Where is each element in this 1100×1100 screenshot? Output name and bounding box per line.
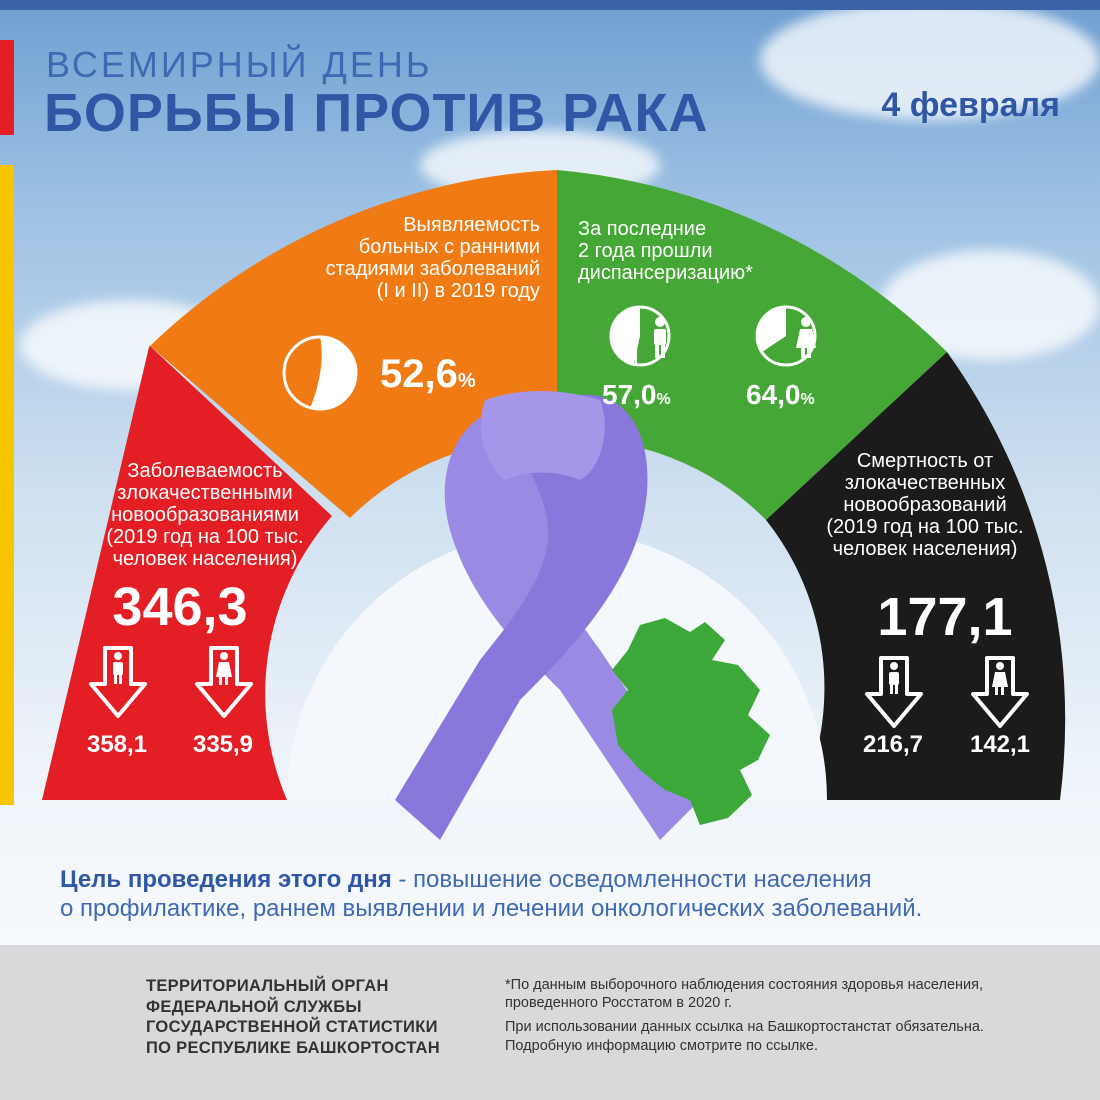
goal-rest: - повышение осведомленности населения [391, 866, 872, 893]
screening-text-line: За последние [578, 218, 707, 240]
detection-text-line: больных с ранними [358, 236, 540, 258]
organization-name: ТЕРРИТОРИАЛЬНЫЙ ОРГАН ФЕДЕРАЛЬНОЙ СЛУЖБЫ… [146, 976, 440, 1059]
bashkortostan-map-icon [612, 618, 770, 825]
goal-bold: Цель проведения этого дня [60, 866, 392, 893]
footer [0, 945, 1100, 1100]
screening-male-unit: % [656, 391, 671, 408]
cloud [760, 0, 1100, 120]
usage-note-line: Подробную информацию смотрите по ссылке. [505, 1037, 818, 1054]
detection-unit: % [457, 370, 476, 392]
mortality-description: Смертность от злокачественных новообразо… [790, 450, 1060, 560]
screening-segment [557, 170, 947, 520]
footnote-line: проведенного Росстатом в 2020 г. [505, 995, 732, 1012]
male-person-icon [889, 662, 899, 694]
incidence-text-line: Заболеваемость [127, 460, 283, 482]
incidence-text-line: человек населения) [112, 548, 298, 570]
screening-description: За последние 2 года прошли диспансеризац… [578, 218, 798, 284]
pie-icon [609, 305, 671, 367]
mortality-value: 177,1 [877, 587, 1013, 647]
male-person-icon [654, 317, 666, 358]
pie-icon [755, 305, 817, 367]
detection-value-wrap: 52,6% [380, 352, 530, 396]
goal-line-2: о профилактике, раннем выявлении и лечен… [60, 894, 923, 922]
detection-segment [148, 170, 557, 518]
screening-female-wrap: 64,0% [746, 379, 856, 411]
incidence-description: Заболеваемость злокачественными новообра… [70, 460, 340, 570]
mortality-female-value: 142,1 [969, 731, 1031, 758]
org-line: ПО РЕСПУБЛИКЕ БАШКОРТОСТАН [146, 1038, 440, 1057]
female-person-icon [216, 652, 232, 685]
screening-female-value: 64,0 [746, 379, 801, 410]
org-line: ФЕДЕРАЛЬНОЙ СЛУЖБЫ [146, 997, 362, 1016]
screening-text-line: диспансеризацию* [578, 262, 753, 284]
incidence-text-line: новообразованиями [111, 504, 299, 526]
detection-text-line: (I и II) в 2019 году [376, 280, 540, 302]
title-line-1: ВСЕМИРНЫЙ ДЕНЬ [46, 44, 433, 85]
org-line: ТЕРРИТОРИАЛЬНЫЙ ОРГАН [146, 977, 389, 995]
detection-text-line: Выявляемость [403, 214, 540, 236]
goal-statement: Цель проведения этого дня - повышение ос… [60, 866, 1060, 924]
org-line: ГОСУДАРСТВЕННОЙ СТАТИСТИКИ [146, 1018, 438, 1037]
mortality-segment [766, 352, 1066, 800]
incidence-text-line: (2019 год на 100 тыс. [106, 526, 304, 548]
down-arrow-icon [971, 656, 1029, 728]
red-accent-bar [0, 40, 14, 135]
screening-male-wrap: 57,0% [602, 379, 712, 411]
mortality-male-value: 216,7 [862, 731, 924, 758]
detection-value: 52,6 [380, 352, 458, 396]
detection-text-line: стадиями заболеваний [325, 258, 540, 280]
screening-female-unit: % [800, 391, 815, 408]
screening-text-line: 2 года прошли [578, 240, 713, 262]
footnote: *По данным выборочного наблюдения состоя… [505, 976, 983, 1012]
incidence-female-value: 335,9 [192, 731, 254, 758]
male-person-icon [113, 652, 123, 684]
mortality-text-line: злокачественных [844, 472, 1006, 494]
footnote-line: *По данным выборочного наблюдения состоя… [505, 977, 984, 993]
mortality-text-line: человек населения) [832, 538, 1018, 560]
incidence-value: 346,3 [112, 577, 248, 637]
down-arrow-icon [195, 646, 253, 718]
screening-male-value: 57,0 [602, 379, 657, 410]
female-person-icon [992, 662, 1008, 695]
down-arrow-icon [89, 646, 147, 718]
title-line-2: БОРЬБЫ ПРОТИВ РАКА [44, 83, 709, 143]
usage-note-line: При использовании данных ссылка на Башко… [505, 1019, 984, 1035]
event-date: 4 февраля [881, 86, 1060, 124]
mortality-text-line: Смертность от [856, 450, 994, 472]
yellow-accent-bar [0, 165, 14, 805]
down-arrow-icon [865, 656, 923, 728]
incidence-segment [42, 346, 332, 800]
incidence-male-value: 358,1 [86, 731, 148, 758]
female-person-icon [796, 317, 816, 358]
top-stripe [0, 0, 1100, 10]
incidence-text-line: злокачественными [117, 482, 293, 504]
mortality-text-line: новообразований [843, 494, 1007, 516]
mortality-text-line: (2019 год на 100 тыс. [826, 516, 1024, 538]
detection-description: Выявляемость больных с ранними стадиями … [290, 214, 540, 302]
usage-note: При использовании данных ссылка на Башко… [505, 1018, 984, 1056]
pie-icon [282, 335, 358, 411]
